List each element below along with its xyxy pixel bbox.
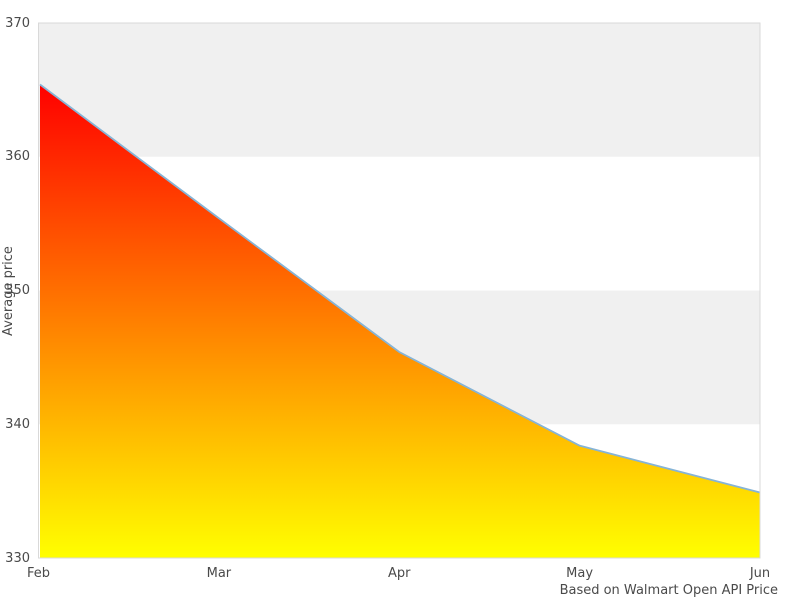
x-tick-apr: Apr xyxy=(388,566,411,581)
x-tick-feb: Feb xyxy=(26,566,51,581)
x-tick-may: May xyxy=(566,566,594,581)
y-tick-350: 350 xyxy=(5,283,30,298)
y-tick-330: 330 xyxy=(5,550,30,566)
area-fill xyxy=(40,84,760,559)
y-tick-340: 340 xyxy=(5,416,30,432)
x-tick-jun: Jun xyxy=(749,566,771,581)
x-tick-mar: Mar xyxy=(206,566,232,581)
y-tick-360: 360 xyxy=(5,149,30,165)
source-caption: Based on Walmart Open API Price xyxy=(559,583,778,598)
y-tick-370: 370 xyxy=(5,15,30,31)
grid-band xyxy=(38,23,760,157)
plot-border xyxy=(38,22,761,559)
price-line xyxy=(39,83,761,494)
